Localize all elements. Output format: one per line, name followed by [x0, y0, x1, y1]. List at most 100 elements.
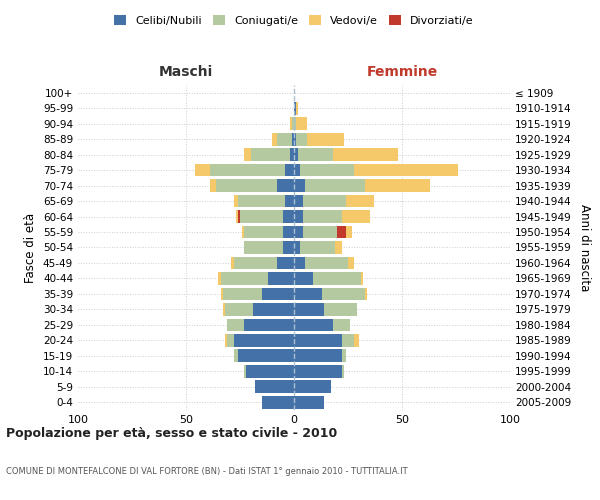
Bar — [225, 303, 253, 316]
Text: Femmine: Femmine — [367, 65, 437, 79]
Bar — [251, 148, 290, 161]
Bar — [296, 118, 307, 130]
Bar — [232, 256, 233, 270]
Bar — [313, 272, 361, 285]
Y-axis label: Fasce di età: Fasce di età — [25, 212, 37, 282]
Bar — [233, 194, 238, 207]
Bar — [240, 210, 283, 223]
Bar — [341, 210, 370, 223]
Bar — [301, 241, 335, 254]
Bar — [294, 288, 322, 300]
Bar — [346, 194, 374, 207]
Bar — [227, 334, 233, 346]
Bar — [218, 272, 221, 285]
Bar — [294, 318, 333, 331]
Bar — [283, 226, 294, 238]
Bar — [305, 179, 365, 192]
Bar — [294, 256, 305, 270]
Bar — [262, 288, 294, 300]
Bar — [294, 194, 302, 207]
Bar — [341, 365, 344, 378]
Bar — [305, 256, 348, 270]
Bar — [365, 179, 430, 192]
Bar — [225, 334, 227, 346]
Bar — [294, 133, 296, 145]
Bar — [277, 179, 294, 192]
Bar — [290, 118, 292, 130]
Y-axis label: Anni di nascita: Anni di nascita — [578, 204, 591, 291]
Bar — [335, 241, 341, 254]
Bar — [272, 133, 277, 145]
Bar — [365, 288, 367, 300]
Bar — [244, 241, 283, 254]
Bar — [194, 164, 210, 176]
Bar — [244, 365, 247, 378]
Bar — [238, 194, 286, 207]
Bar — [210, 179, 216, 192]
Bar — [262, 396, 294, 408]
Bar — [333, 318, 350, 331]
Bar — [296, 133, 307, 145]
Text: Maschi: Maschi — [159, 65, 213, 79]
Bar — [238, 210, 240, 223]
Bar — [301, 164, 355, 176]
Bar — [294, 148, 298, 161]
Bar — [292, 118, 294, 130]
Bar — [244, 226, 283, 238]
Bar — [255, 380, 294, 393]
Bar — [355, 164, 458, 176]
Bar — [290, 148, 294, 161]
Bar — [341, 334, 355, 346]
Bar — [283, 210, 294, 223]
Bar — [286, 194, 294, 207]
Bar — [292, 133, 294, 145]
Bar — [247, 365, 294, 378]
Bar — [294, 365, 341, 378]
Text: COMUNE DI MONTEFALCONE DI VAL FORTORE (BN) - Dati ISTAT 1° gennaio 2010 - TUTTIT: COMUNE DI MONTEFALCONE DI VAL FORTORE (B… — [6, 468, 407, 476]
Bar — [294, 380, 331, 393]
Bar — [242, 226, 244, 238]
Bar — [223, 303, 225, 316]
Bar — [294, 164, 301, 176]
Bar — [322, 288, 365, 300]
Bar — [341, 350, 346, 362]
Bar — [324, 303, 356, 316]
Bar — [302, 226, 337, 238]
Bar — [227, 318, 244, 331]
Text: Popolazione per età, sesso e stato civile - 2010: Popolazione per età, sesso e stato civil… — [6, 428, 337, 440]
Bar — [348, 256, 355, 270]
Bar — [294, 334, 341, 346]
Bar — [294, 210, 302, 223]
Bar — [286, 164, 294, 176]
Bar — [294, 303, 324, 316]
Bar — [238, 350, 294, 362]
Bar — [346, 226, 352, 238]
Bar — [210, 164, 286, 176]
Bar — [244, 318, 294, 331]
Bar — [253, 303, 294, 316]
Bar — [294, 118, 296, 130]
Bar — [294, 350, 341, 362]
Bar — [294, 226, 302, 238]
Bar — [277, 133, 292, 145]
Bar — [294, 102, 296, 115]
Bar — [298, 148, 333, 161]
Bar — [244, 148, 251, 161]
Bar — [302, 194, 346, 207]
Bar — [361, 272, 363, 285]
Bar — [294, 241, 301, 254]
Bar — [236, 210, 238, 223]
Bar — [333, 148, 398, 161]
Bar — [216, 179, 277, 192]
Bar — [294, 272, 313, 285]
Bar — [296, 102, 298, 115]
Bar — [307, 133, 344, 145]
Bar — [283, 241, 294, 254]
Bar — [233, 256, 277, 270]
Bar — [294, 396, 324, 408]
Bar — [233, 350, 238, 362]
Bar — [355, 334, 359, 346]
Bar — [277, 256, 294, 270]
Bar — [233, 334, 294, 346]
Bar — [302, 210, 341, 223]
